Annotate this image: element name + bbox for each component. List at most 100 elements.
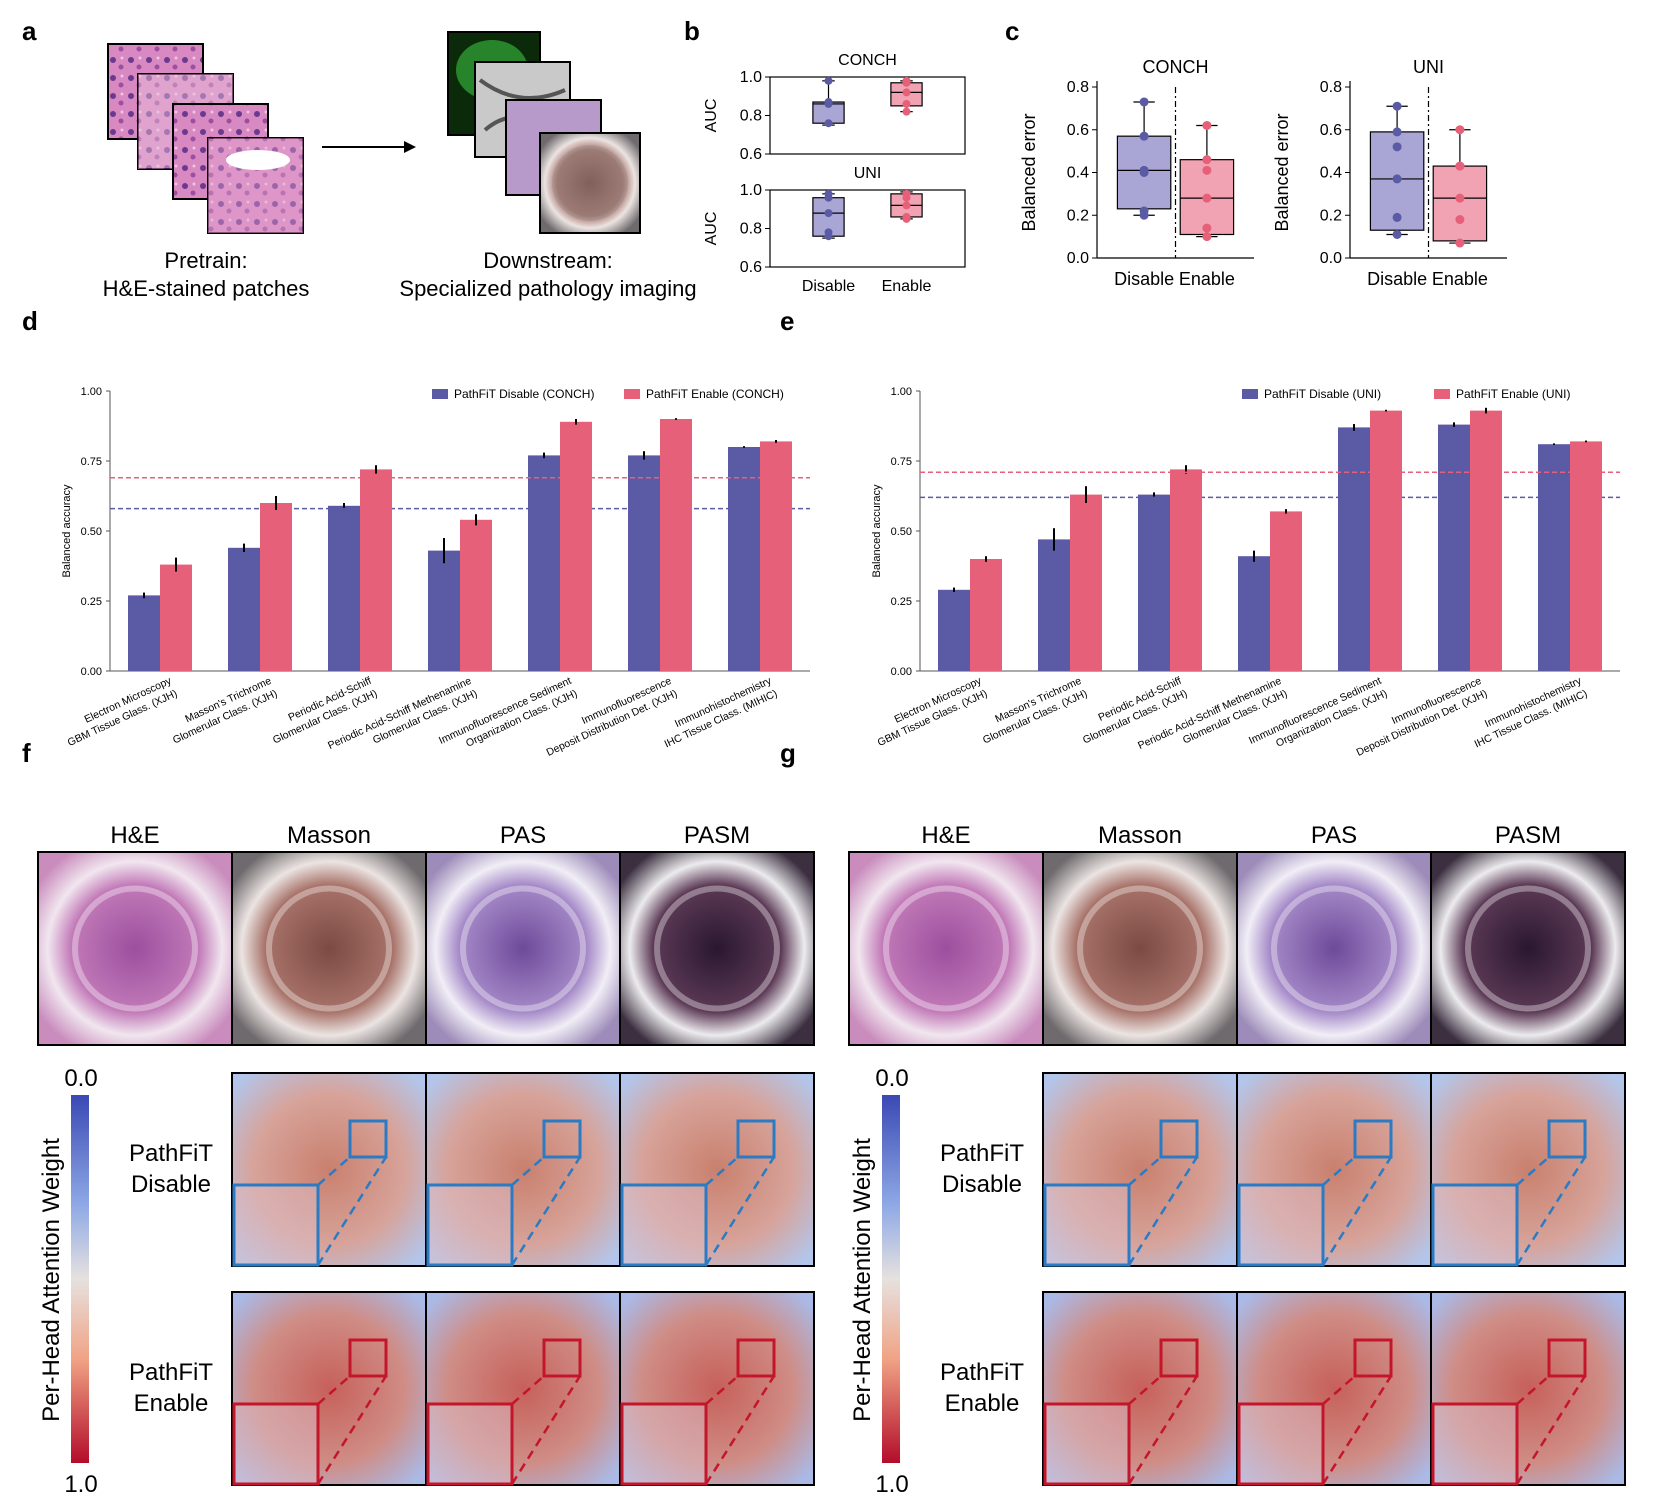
data-point (824, 228, 833, 237)
y-tick-label: 0.2 (1067, 207, 1089, 224)
bar (1138, 494, 1170, 671)
zoom-connector (1128, 1156, 1162, 1186)
zoom-inset (426, 1183, 514, 1267)
data-point (824, 98, 833, 107)
chart-title: UNI (1413, 57, 1444, 77)
x-tick-label: Enable (1179, 269, 1235, 289)
bar (1270, 511, 1302, 671)
zoom-connector (1516, 1156, 1550, 1186)
attention-map-disable (1236, 1072, 1432, 1267)
zoom-connector (704, 1156, 776, 1266)
stain-image (848, 851, 1044, 1046)
row-label-disable-line1: PathFiT (129, 1140, 213, 1167)
zoom-connector (510, 1156, 582, 1266)
zoom-inset (1237, 1402, 1325, 1486)
box-disable (1116, 97, 1172, 220)
legend-label: PathFiT Disable (UNI) (1264, 387, 1381, 401)
zoom-connector (1321, 1375, 1393, 1485)
panel-a-illustration: Pretrain: H&E-stained patches Downstream… (103, 31, 697, 301)
y-tick-label: 0.8 (1067, 79, 1089, 96)
zoom-inset (620, 1402, 708, 1486)
y-tick-label: 0.4 (1320, 165, 1342, 182)
chart-e: 0.00 0.25 0.50 0.75 1.00 Balanced accuracy Pat… (871, 386, 1620, 759)
zoom-connector (1322, 1375, 1356, 1405)
data-point (1455, 238, 1465, 248)
zoom-connector (317, 1375, 351, 1405)
y-tick-label: 0.6 (740, 259, 762, 276)
zoom-inset (1431, 1183, 1519, 1267)
capsule-outline (883, 885, 1009, 1012)
y-tick-label: 0.6 (1320, 122, 1342, 139)
bar (1370, 410, 1402, 671)
pretrain-caption-line2: H&E-stained patches (103, 276, 310, 301)
box-enable (890, 76, 923, 116)
data-point (824, 119, 833, 128)
stain-image (231, 851, 427, 1046)
roi-box (1547, 1338, 1587, 1378)
data-point (1392, 127, 1402, 137)
legend-swatch (1434, 389, 1450, 399)
attention-map-disable (619, 1072, 815, 1267)
roi-box (542, 1119, 582, 1159)
chart-title: UNI (854, 165, 882, 182)
attention-map-disable (1042, 1072, 1238, 1267)
zoom-inset (1431, 1402, 1519, 1486)
stain-title: PASM (1495, 822, 1561, 849)
data-point (1202, 193, 1212, 203)
data-point (902, 201, 911, 210)
box-enable (1432, 125, 1488, 248)
y-axis-label: Balanced error (1272, 113, 1292, 231)
zoom-connector (705, 1375, 739, 1405)
y-tick-label: 0.8 (1320, 79, 1342, 96)
box-disable (812, 189, 845, 241)
roi-box (348, 1338, 388, 1378)
bar (160, 564, 192, 671)
bar (1070, 494, 1102, 671)
data-point (1202, 223, 1212, 233)
attention-map-disable (1430, 1072, 1626, 1267)
capsule-outline (654, 885, 780, 1012)
stain-image (619, 851, 815, 1046)
zoom-connector (1321, 1156, 1393, 1266)
zoom-connector (705, 1156, 739, 1186)
bar (360, 469, 392, 671)
data-point (1455, 193, 1465, 203)
stain-title: H&E (110, 822, 159, 849)
zoom-connector (1515, 1375, 1587, 1485)
bar (128, 595, 160, 671)
bar (560, 421, 592, 671)
zoom-connector (316, 1375, 388, 1485)
roi-box (736, 1119, 776, 1159)
x-tick-label: Disable (1114, 269, 1174, 289)
box-enable (890, 189, 923, 223)
zoom-connector (316, 1156, 388, 1266)
row-label-enable-line2: Enable (134, 1390, 209, 1417)
stain-image (1236, 851, 1432, 1046)
panel-label-d: d (22, 306, 38, 336)
roi-box (1353, 1119, 1393, 1159)
data-point (1202, 120, 1212, 130)
bar (1338, 427, 1370, 671)
panel-f-attention-maps: H&E Masson PAS PASM 0.0 1.0 Per-Head Attention… (37, 822, 815, 1498)
stain-image (425, 851, 621, 1046)
pretrain-caption-line1: Pretrain: (164, 248, 247, 273)
data-point (1392, 142, 1402, 152)
colorbar-title: Per-Head Attention Weight (38, 1138, 65, 1422)
colorbar-max-label: 1.0 (64, 1471, 97, 1498)
stain-title: PAS (500, 822, 546, 849)
roi-box (1159, 1338, 1199, 1378)
roi-box (1547, 1119, 1587, 1159)
bar (1038, 539, 1070, 671)
attention-map-disable (425, 1072, 621, 1267)
capsule-outline (1465, 885, 1591, 1012)
bar (728, 447, 760, 671)
stain-title: Masson (1098, 822, 1182, 849)
data-point (902, 189, 911, 198)
y-tick-label: 0.75 (891, 456, 912, 468)
bar (1538, 444, 1570, 671)
capsule-outline (1077, 885, 1203, 1012)
attention-map-enable (619, 1291, 815, 1486)
y-tick-label: 0.2 (1320, 207, 1342, 224)
colorbar-min-label: 0.0 (875, 1065, 908, 1092)
